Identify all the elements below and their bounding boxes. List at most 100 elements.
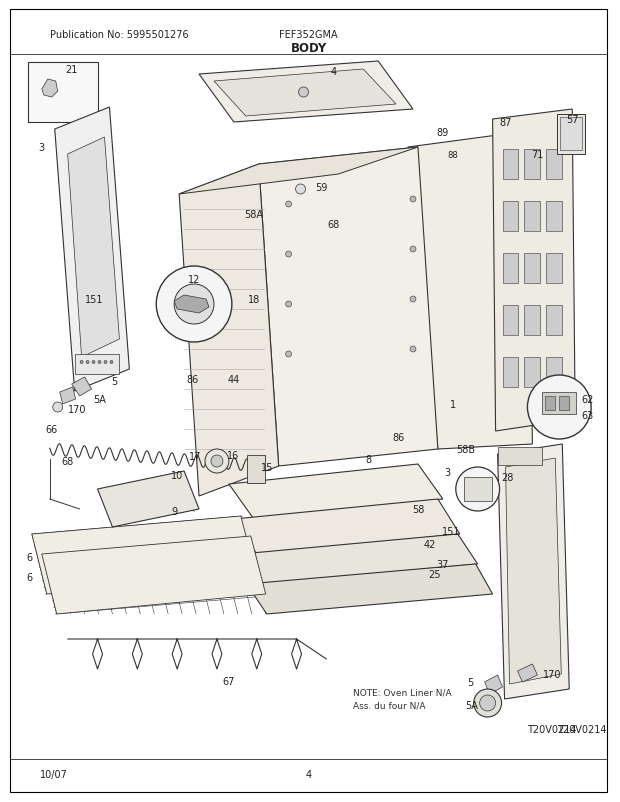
Circle shape <box>80 361 83 364</box>
Circle shape <box>296 184 306 195</box>
Text: 58B: 58B <box>456 444 476 455</box>
Text: 3: 3 <box>445 468 451 477</box>
Polygon shape <box>68 138 120 358</box>
Polygon shape <box>97 472 199 528</box>
Bar <box>546 396 556 411</box>
Bar <box>525 202 541 232</box>
Circle shape <box>286 302 291 308</box>
Circle shape <box>474 689 502 717</box>
Text: 4: 4 <box>306 769 312 779</box>
Polygon shape <box>518 664 538 683</box>
Polygon shape <box>179 148 418 195</box>
Polygon shape <box>485 675 503 695</box>
Bar <box>525 150 541 180</box>
Text: 1: 1 <box>450 399 456 410</box>
Text: 170: 170 <box>543 669 562 679</box>
Text: 10/07: 10/07 <box>40 769 68 779</box>
Polygon shape <box>60 387 76 404</box>
Circle shape <box>456 468 500 512</box>
Polygon shape <box>55 107 130 391</box>
Circle shape <box>205 449 229 473</box>
Text: 57: 57 <box>566 115 578 125</box>
Circle shape <box>156 267 232 342</box>
Circle shape <box>86 361 89 364</box>
Text: 12: 12 <box>188 274 200 285</box>
Text: BODY: BODY <box>290 42 327 55</box>
Circle shape <box>211 456 223 468</box>
Text: 42: 42 <box>423 539 436 549</box>
Bar <box>546 306 562 335</box>
Circle shape <box>528 375 591 439</box>
Circle shape <box>286 202 291 208</box>
Text: 71: 71 <box>531 150 544 160</box>
Bar <box>557 115 585 155</box>
Polygon shape <box>179 164 278 496</box>
Text: 58A: 58A <box>244 210 264 220</box>
Text: 9: 9 <box>171 506 177 516</box>
Polygon shape <box>214 70 396 117</box>
Bar <box>525 358 541 387</box>
Text: 10: 10 <box>171 471 184 480</box>
Polygon shape <box>42 537 266 614</box>
Circle shape <box>480 695 495 711</box>
Bar <box>247 456 265 484</box>
Text: 87: 87 <box>499 118 511 128</box>
Bar <box>503 253 518 284</box>
Circle shape <box>410 346 416 353</box>
Text: 86: 86 <box>186 375 198 384</box>
Bar <box>525 253 541 284</box>
Text: 151: 151 <box>86 294 104 305</box>
Text: NOTE: Oven Liner N/A: NOTE: Oven Liner N/A <box>353 687 452 697</box>
Text: 59: 59 <box>315 183 327 192</box>
Bar <box>503 150 518 180</box>
Polygon shape <box>229 464 443 520</box>
Polygon shape <box>42 80 58 98</box>
Text: 44: 44 <box>228 375 240 384</box>
Bar <box>546 150 562 180</box>
Polygon shape <box>174 296 209 314</box>
Text: 21: 21 <box>66 65 78 75</box>
Polygon shape <box>259 148 438 467</box>
Bar <box>498 448 542 465</box>
Text: 68: 68 <box>61 456 74 467</box>
Circle shape <box>98 361 101 364</box>
Text: 66: 66 <box>46 424 58 435</box>
Polygon shape <box>408 132 533 449</box>
Bar <box>74 354 120 375</box>
Circle shape <box>92 361 95 364</box>
Text: 67: 67 <box>223 676 235 687</box>
Text: Ass. du four N/A: Ass. du four N/A <box>353 701 426 710</box>
Circle shape <box>410 247 416 253</box>
Bar <box>559 396 569 411</box>
Bar <box>525 306 541 335</box>
Text: 37: 37 <box>436 559 449 569</box>
Text: 5A: 5A <box>465 700 478 710</box>
Bar <box>503 358 518 387</box>
Polygon shape <box>493 110 575 431</box>
Polygon shape <box>505 459 561 684</box>
Polygon shape <box>199 62 413 123</box>
Polygon shape <box>72 378 92 396</box>
Circle shape <box>410 297 416 302</box>
Text: 8: 8 <box>365 455 371 464</box>
Text: T20V0214: T20V0214 <box>528 724 577 734</box>
Text: 89: 89 <box>436 128 449 138</box>
Text: FEF352GMA: FEF352GMA <box>279 30 338 40</box>
Polygon shape <box>32 516 256 594</box>
Circle shape <box>299 88 309 98</box>
Text: 86: 86 <box>392 432 404 443</box>
Text: 151: 151 <box>441 526 460 537</box>
Bar <box>546 253 562 284</box>
Text: 68: 68 <box>327 220 340 229</box>
Text: 16: 16 <box>227 451 239 460</box>
Bar <box>28 63 97 123</box>
Text: 88: 88 <box>448 150 458 160</box>
Text: 62: 62 <box>581 395 593 404</box>
Text: 15: 15 <box>260 463 273 472</box>
Bar <box>542 392 576 415</box>
Circle shape <box>286 252 291 257</box>
Polygon shape <box>498 444 569 699</box>
Circle shape <box>53 403 63 412</box>
Circle shape <box>110 361 113 364</box>
Text: 5: 5 <box>112 376 118 387</box>
